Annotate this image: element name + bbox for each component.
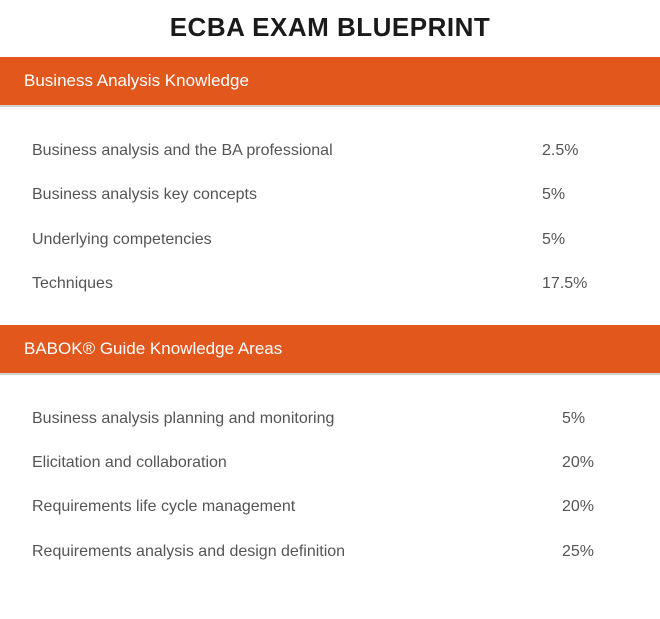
- row-value: 5%: [562, 408, 628, 430]
- row-label: Business analysis planning and monitorin…: [32, 408, 562, 430]
- row-label: Elicitation and collaboration: [32, 452, 562, 474]
- row-value: 20%: [562, 452, 628, 474]
- table-row: Requirements life cycle management 20%: [0, 485, 660, 529]
- row-value: 5%: [542, 184, 628, 206]
- row-label: Techniques: [32, 273, 542, 295]
- table-row: Elicitation and collaboration 20%: [0, 441, 660, 485]
- table-row: Business analysis key concepts 5%: [0, 173, 660, 217]
- table-row: Techniques 17.5%: [0, 262, 660, 306]
- row-value: 25%: [562, 541, 628, 563]
- row-value: 5%: [542, 229, 628, 251]
- table-row: Requirements analysis and design definit…: [0, 530, 660, 574]
- section-header-2: BABOK® Guide Knowledge Areas: [0, 325, 660, 375]
- section-body-1: Business analysis and the BA professiona…: [0, 107, 660, 325]
- row-label: Business analysis and the BA professiona…: [32, 140, 542, 162]
- row-label: Business analysis key concepts: [32, 184, 542, 206]
- section-header-1: Business Analysis Knowledge: [0, 57, 660, 107]
- row-value: 20%: [562, 496, 628, 518]
- page-title: ECBA EXAM BLUEPRINT: [0, 0, 660, 57]
- table-row: Business analysis planning and monitorin…: [0, 397, 660, 441]
- row-value: 17.5%: [542, 273, 628, 295]
- section-body-2: Business analysis planning and monitorin…: [0, 375, 660, 593]
- row-label: Underlying competencies: [32, 229, 542, 251]
- table-row: Business analysis and the BA professiona…: [0, 129, 660, 173]
- row-value: 2.5%: [542, 140, 628, 162]
- row-label: Requirements life cycle management: [32, 496, 562, 518]
- row-label: Requirements analysis and design definit…: [32, 541, 562, 563]
- table-row: Underlying competencies 5%: [0, 218, 660, 262]
